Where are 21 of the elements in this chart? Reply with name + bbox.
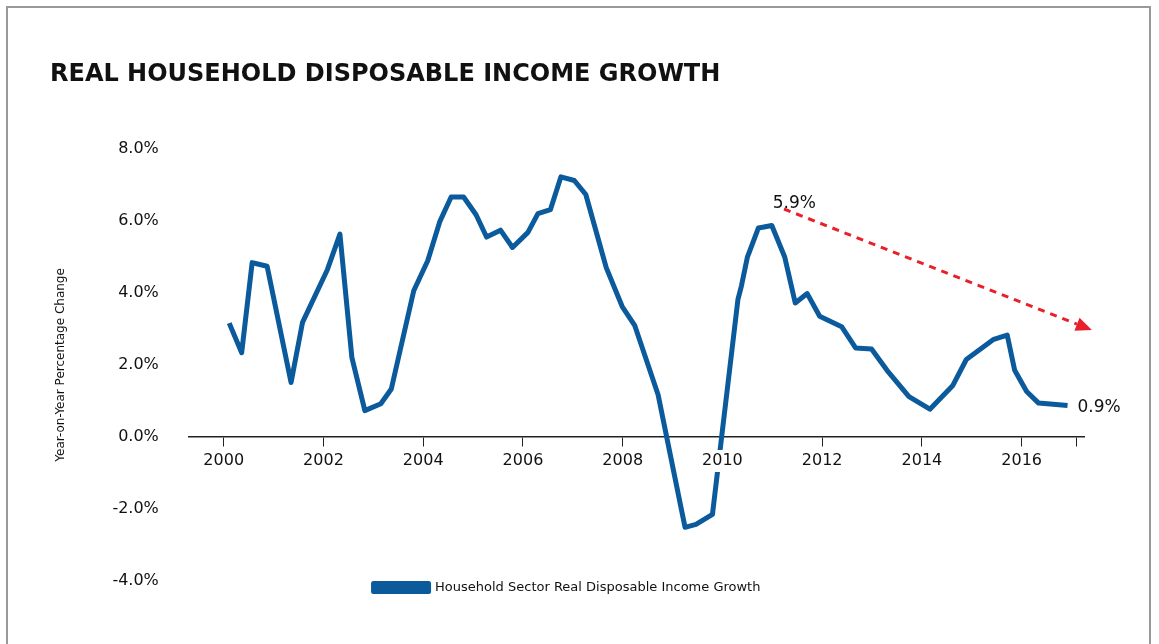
- x-tick-label: 2008: [602, 450, 644, 470]
- chart-title: REAL HOUSEHOLD DISPOSABLE INCOME GROWTH: [50, 58, 721, 87]
- y-tick-label: 2.0%: [118, 354, 159, 374]
- y-tick-label: 0.0%: [118, 426, 159, 446]
- y-tick-label: 6.0%: [118, 209, 159, 229]
- x-tick-label: 2004: [402, 450, 444, 470]
- x-tick-label: 2016: [1001, 450, 1043, 470]
- x-tick-label: 2010: [702, 450, 743, 470]
- x-tick-label: 2012: [801, 450, 843, 470]
- annotation: 5.9%: [772, 192, 816, 213]
- y-tick-label: -2.0%: [112, 498, 159, 518]
- y-axis-title: Year-on-Year Percentage Change: [53, 268, 68, 463]
- x-tick-label: 2002: [303, 450, 344, 470]
- y-tick-label: 4.0%: [118, 282, 159, 302]
- y-tick-label: 8.0%: [118, 137, 159, 157]
- legend-label: Household Sector Real Disposable Income Growth: [435, 578, 761, 594]
- y-tick-label: -4.0%: [112, 570, 159, 590]
- x-tick-label: 2000: [203, 450, 245, 470]
- x-tick-label: 2006: [502, 450, 544, 470]
- x-tick-label: 2014: [901, 450, 943, 470]
- annotation: 0.9%: [1077, 396, 1121, 417]
